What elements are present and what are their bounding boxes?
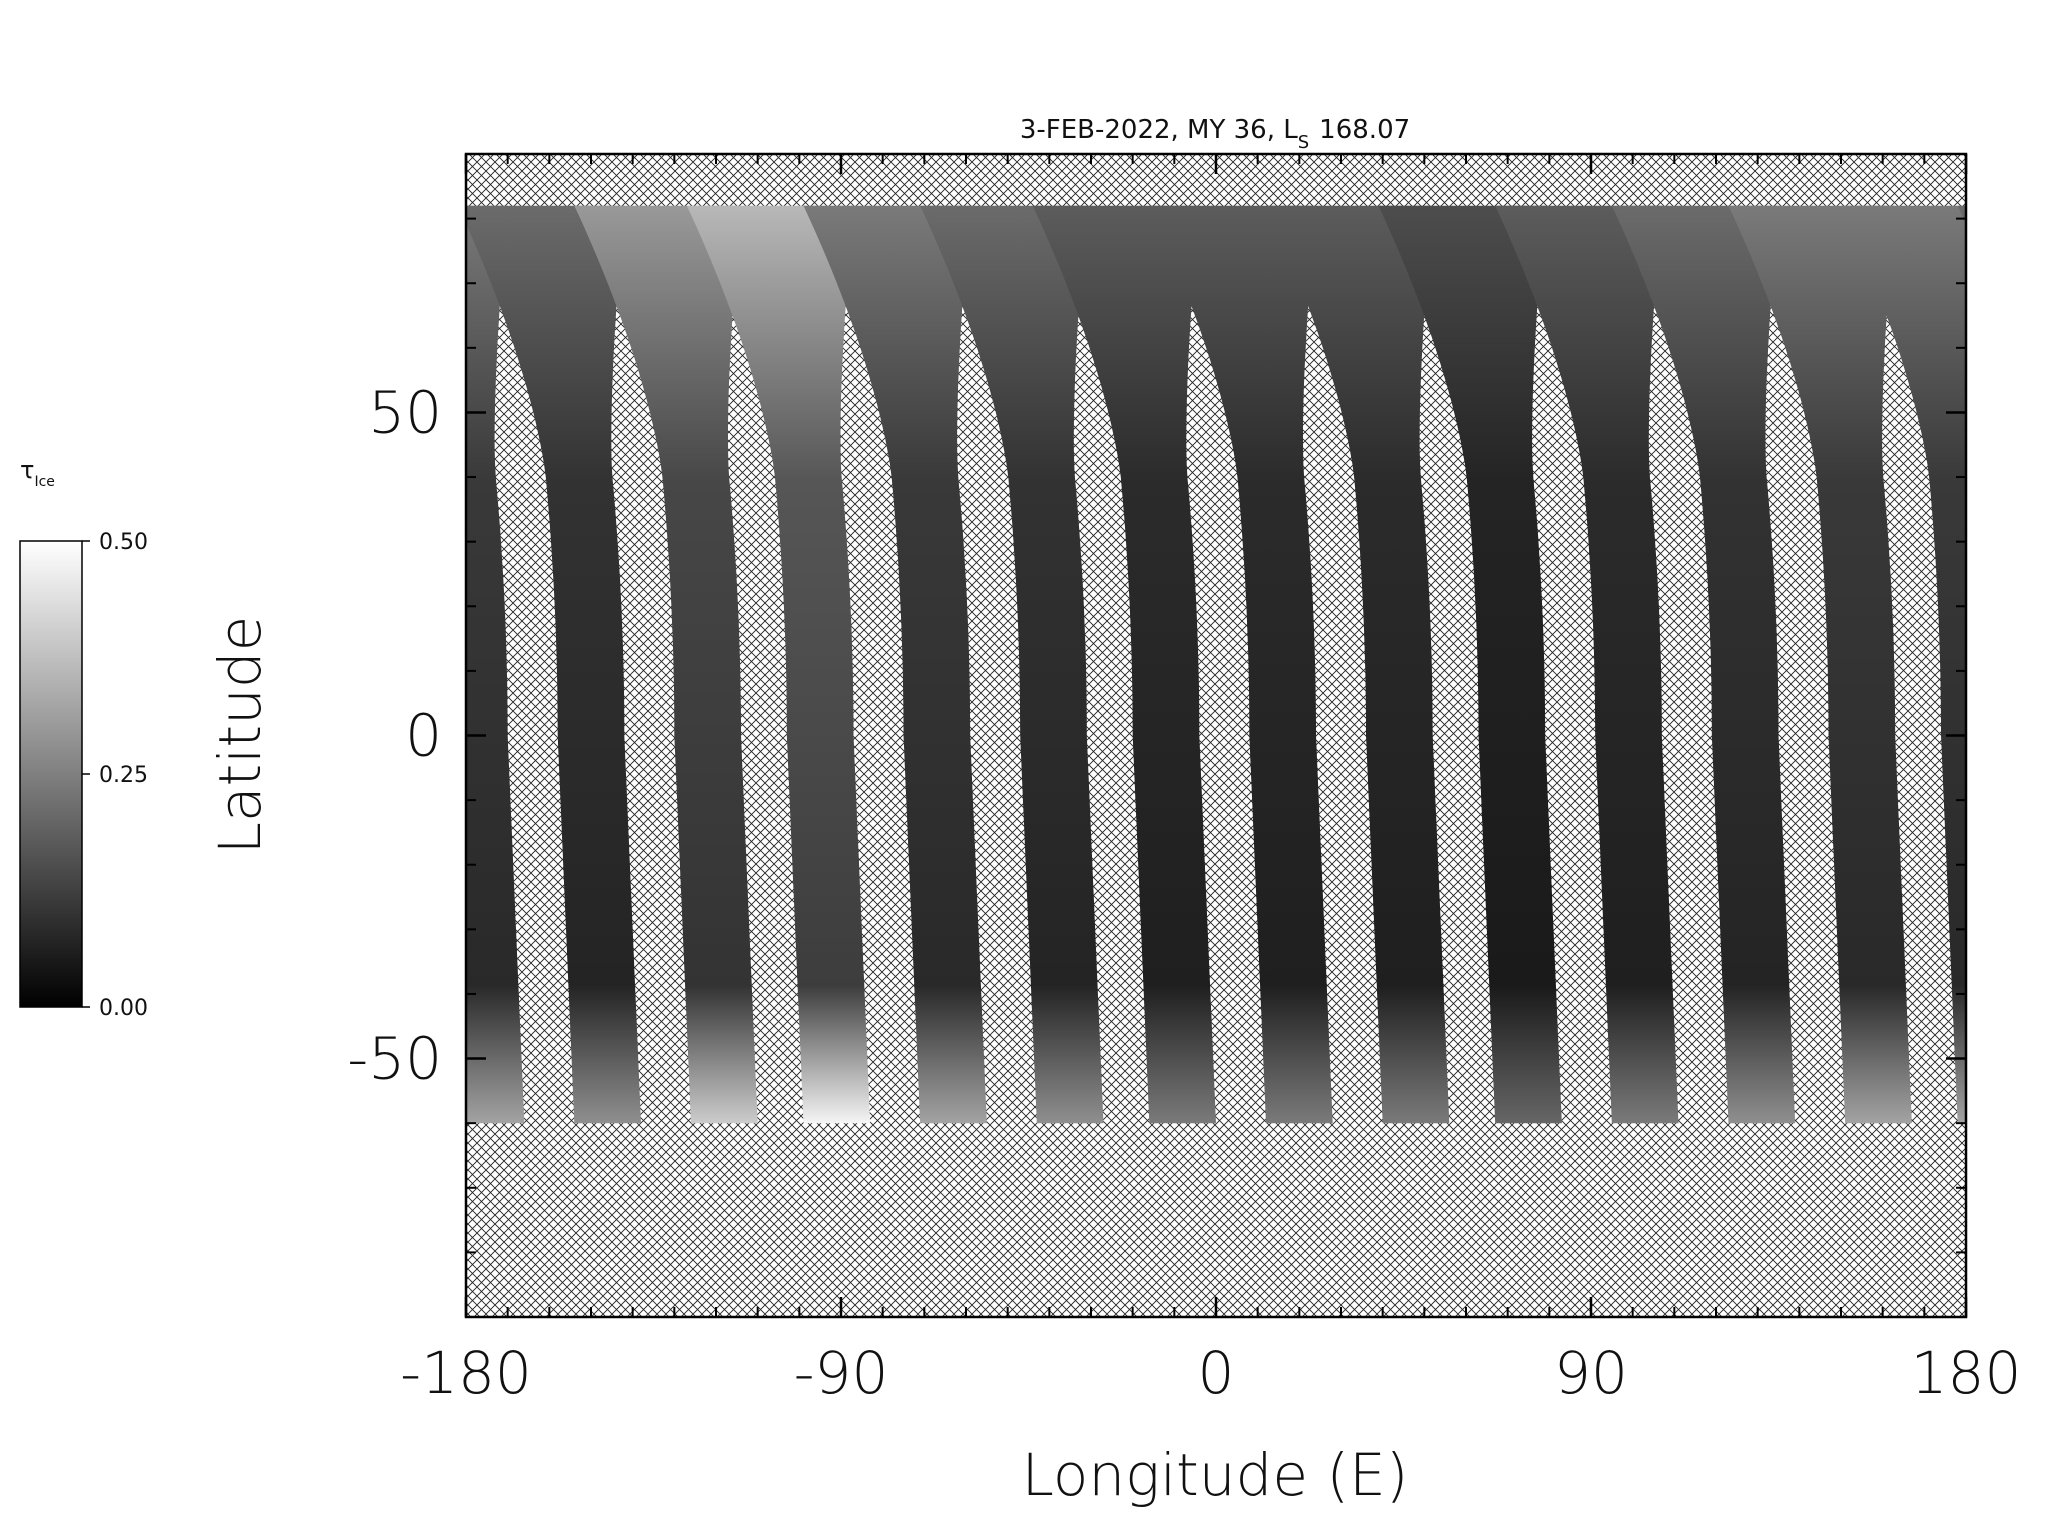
x-tick-label: 90 [1554, 1339, 1628, 1407]
swath [1495, 205, 1679, 1124]
title-text: 3-FEB-2022, MY 36, L [1020, 115, 1298, 145]
swath [1266, 205, 1450, 1124]
x-tick-label: 0 [1198, 1339, 1235, 1407]
colorbar-symbol: τ [20, 456, 34, 484]
y-tick-label: -50 [347, 1025, 442, 1093]
title-value: 168.07 [1319, 115, 1410, 145]
y-tick-label: 50 [368, 378, 442, 446]
swath [466, 205, 641, 1124]
swath [1841, 205, 1966, 1124]
y-tick-label: 0 [405, 702, 442, 770]
swath [1378, 205, 1562, 1124]
swath [1957, 205, 1966, 224]
swath [466, 205, 525, 1124]
colorbar-tick-label: 0.50 [99, 530, 148, 555]
x-tick-label: -180 [400, 1339, 532, 1407]
colorbar-label: τIce [20, 456, 55, 490]
swath [574, 205, 758, 1124]
colorbar-subscript: Ice [34, 474, 54, 490]
swaths [466, 205, 1966, 1124]
swath [1728, 205, 1912, 1124]
x-tick-label: -90 [794, 1339, 889, 1407]
swath [686, 205, 871, 1124]
colorbar-tick-label: 0.00 [99, 996, 148, 1021]
swath [920, 205, 1104, 1124]
swath [1032, 205, 1216, 1124]
y-axis-label: Latitude [206, 616, 274, 855]
swath [803, 205, 987, 1124]
chart-title: 3-FEB-2022, MY 36, LS 168.07 [1020, 115, 1410, 153]
colorbar [19, 540, 83, 1008]
swath [1611, 205, 1796, 1124]
colorbar-tick-label: 0.25 [99, 763, 148, 788]
swath [1149, 205, 1333, 1124]
x-axis-label: Longitude (E) [1022, 1441, 1409, 1509]
title-subscript: S [1298, 132, 1309, 153]
x-tick-label: 180 [1911, 1339, 2022, 1407]
